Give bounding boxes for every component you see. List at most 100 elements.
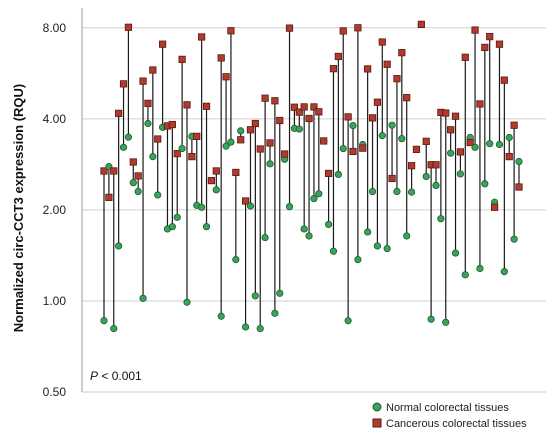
cancer-point bbox=[373, 98, 382, 106]
cancer-point bbox=[198, 33, 206, 41]
legend-cancer-marker bbox=[372, 418, 382, 428]
normal-point bbox=[266, 160, 274, 168]
normal-point bbox=[334, 170, 342, 179]
legend-normal-label: Normal colorectal tissues bbox=[386, 402, 509, 414]
cancer-point bbox=[241, 197, 250, 205]
cancer-point bbox=[100, 167, 108, 175]
cancer-point bbox=[134, 172, 142, 180]
cancer-point bbox=[207, 176, 216, 185]
normal-point bbox=[241, 323, 250, 331]
cancer-point bbox=[212, 167, 220, 175]
normal-point bbox=[149, 153, 157, 161]
cancer-point bbox=[290, 103, 299, 111]
normal-point bbox=[461, 271, 469, 279]
normal-point bbox=[324, 220, 333, 229]
normal-point bbox=[237, 127, 245, 135]
cancer-point bbox=[334, 52, 342, 61]
normal-point bbox=[217, 312, 225, 320]
normal-point bbox=[368, 187, 377, 196]
cancer-point bbox=[510, 121, 518, 129]
plot-marks bbox=[100, 20, 523, 333]
normal-point bbox=[183, 298, 191, 306]
normal-point bbox=[100, 317, 108, 325]
cancer-point bbox=[305, 114, 313, 123]
normal-point bbox=[139, 294, 147, 302]
cancer-point bbox=[300, 103, 308, 111]
normal-point bbox=[315, 190, 323, 198]
cancer-point bbox=[139, 77, 147, 85]
normal-point bbox=[168, 223, 176, 231]
normal-point bbox=[422, 172, 430, 181]
cancer-point bbox=[364, 65, 372, 73]
cancer-point bbox=[261, 94, 269, 102]
y-tick-label: 0.50 bbox=[43, 385, 67, 399]
cancer-point bbox=[246, 126, 255, 134]
cancer-point bbox=[281, 150, 289, 158]
normal-point bbox=[129, 179, 137, 187]
cancer-point bbox=[359, 144, 367, 152]
cancer-point bbox=[383, 60, 391, 68]
cancer-point bbox=[476, 100, 484, 108]
y-tick-label: 8.00 bbox=[43, 21, 67, 35]
normal-point bbox=[388, 121, 396, 129]
cancer-point bbox=[217, 54, 225, 62]
normal-point bbox=[110, 325, 118, 333]
cancer-point bbox=[442, 109, 450, 117]
normal-point bbox=[310, 194, 318, 203]
normal-point bbox=[398, 135, 406, 143]
normal-point bbox=[407, 188, 416, 196]
cancer-point bbox=[500, 76, 508, 84]
normal-point bbox=[134, 187, 142, 196]
normal-point bbox=[329, 247, 338, 255]
cancer-point bbox=[490, 203, 499, 211]
cancer-point bbox=[222, 73, 230, 81]
normal-point bbox=[393, 187, 401, 196]
cancer-point bbox=[193, 132, 201, 140]
cancer-point bbox=[451, 112, 460, 120]
cancer-point bbox=[178, 55, 186, 63]
normal-point bbox=[500, 268, 508, 276]
normal-point bbox=[202, 223, 211, 231]
cancer-point bbox=[251, 119, 259, 128]
cancer-point bbox=[320, 137, 328, 145]
y-axis-ticks: 0.50 1.00 2.00 4.00 8.00 bbox=[43, 8, 83, 399]
cancer-point bbox=[173, 149, 181, 158]
cancer-point bbox=[329, 65, 338, 73]
cancer-point bbox=[129, 158, 137, 166]
cancer-point bbox=[339, 27, 347, 35]
cancer-point bbox=[344, 113, 352, 121]
normal-point bbox=[510, 235, 518, 243]
normal-point bbox=[295, 125, 303, 133]
normal-point bbox=[378, 132, 386, 140]
cancer-point bbox=[393, 75, 401, 83]
cancer-point bbox=[461, 53, 469, 61]
cancer-point bbox=[378, 38, 386, 46]
cancer-point bbox=[495, 40, 504, 48]
normal-point bbox=[515, 157, 523, 166]
normal-point bbox=[173, 213, 181, 221]
normal-point bbox=[471, 143, 479, 151]
normal-point bbox=[442, 318, 450, 326]
cancer-point bbox=[158, 40, 167, 48]
normal-point bbox=[119, 143, 128, 151]
normal-point bbox=[198, 203, 206, 211]
cancer-point bbox=[466, 138, 474, 147]
cancer-point bbox=[505, 153, 513, 161]
cancer-point bbox=[276, 116, 284, 125]
cancer-point bbox=[407, 162, 416, 170]
normal-point bbox=[256, 325, 264, 333]
grid-lines bbox=[82, 27, 546, 393]
cancer-point bbox=[149, 66, 157, 74]
cancer-point bbox=[144, 99, 152, 107]
cancer-point bbox=[432, 161, 440, 169]
cancer-point bbox=[481, 43, 489, 52]
normal-point bbox=[212, 186, 220, 194]
normal-point bbox=[305, 232, 313, 240]
normal-point bbox=[251, 292, 259, 300]
cancer-point bbox=[266, 139, 274, 147]
cancer-point bbox=[398, 49, 406, 57]
p-value-symbol: P bbox=[90, 369, 98, 383]
normal-point bbox=[354, 255, 362, 264]
normal-point bbox=[154, 191, 162, 199]
